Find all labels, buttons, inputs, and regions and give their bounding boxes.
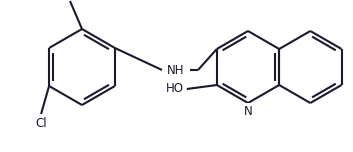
Text: HO: HO bbox=[166, 83, 184, 95]
Text: NH: NH bbox=[167, 64, 185, 76]
Text: Cl: Cl bbox=[35, 117, 47, 130]
Text: N: N bbox=[244, 105, 252, 118]
